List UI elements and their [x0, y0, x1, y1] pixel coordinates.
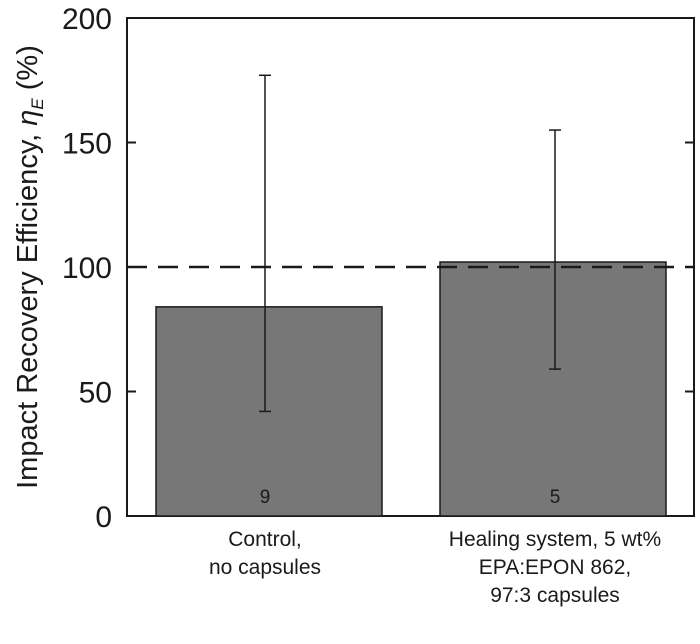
category-label-1-line-0: Healing system, 5 wt% — [449, 528, 661, 551]
category-label-1: Healing system, 5 wt% EPA:EPON 862, 97:3 c… — [449, 528, 661, 607]
bars — [155, 261, 667, 517]
y-tick-label-100: 100 — [62, 252, 112, 285]
category-label-1-line-2: 97:3 capsules — [490, 584, 620, 607]
y-tick-label-200: 200 — [62, 3, 112, 36]
sample-count-1: 5 — [550, 487, 561, 508]
category-label-1-line-1: EPA:EPON 862, — [479, 556, 632, 579]
y-axis-label-symbol: η — [12, 110, 44, 126]
y-tick-label-50: 50 — [79, 377, 112, 410]
sample-count-0: 9 — [260, 487, 271, 508]
axes — [127, 141, 694, 393]
y-axis-label-unit: (%) — [12, 45, 44, 98]
bar-0 — [155, 306, 383, 517]
y-axis-label-subscript: E — [28, 98, 47, 110]
bar-1 — [439, 261, 667, 517]
category-label-0-line-0: Control, — [228, 528, 302, 551]
labels: 0 50 100 150 200 Impact Recovery Efficiency, … — [12, 3, 661, 607]
category-label-0: Control, no capsules — [209, 528, 321, 579]
y-tick-label-0: 0 — [95, 501, 112, 534]
y-axis-label: Impact Recovery Efficiency, ηE (%) — [12, 45, 47, 489]
error-bars — [259, 74, 561, 413]
category-label-0-line-1: no capsules — [209, 556, 321, 579]
y-tick-label-150: 150 — [62, 128, 112, 161]
y-axis-label-main: Impact Recovery Efficiency, — [12, 126, 44, 489]
